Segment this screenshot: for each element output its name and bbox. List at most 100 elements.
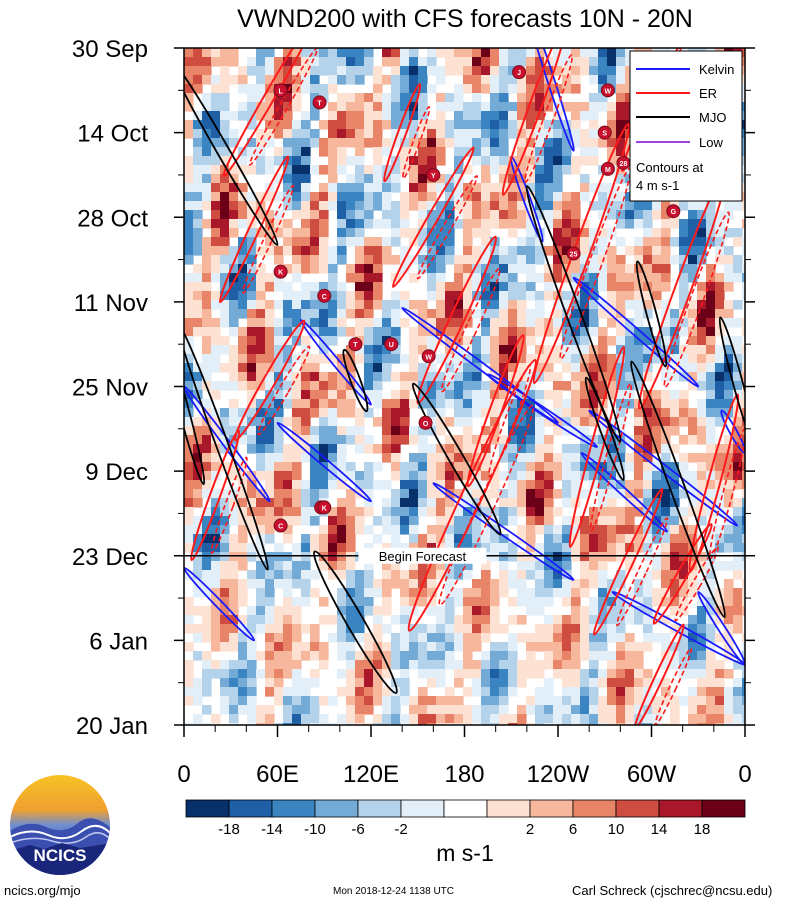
field-cell bbox=[247, 381, 257, 391]
field-cell bbox=[238, 300, 248, 310]
field-cell bbox=[355, 300, 365, 310]
field-cell bbox=[184, 696, 194, 706]
field-cell bbox=[742, 372, 745, 382]
field-cell bbox=[454, 255, 464, 265]
field-cell bbox=[526, 705, 536, 715]
field-cell bbox=[562, 417, 572, 427]
field-cell bbox=[265, 498, 275, 508]
field-cell bbox=[337, 120, 347, 130]
field-cell bbox=[346, 345, 356, 355]
field-cell bbox=[517, 561, 527, 571]
field-cell bbox=[319, 120, 329, 130]
field-cell bbox=[472, 471, 482, 481]
field-cell bbox=[292, 615, 302, 625]
field-cell bbox=[706, 363, 716, 373]
field-cell bbox=[706, 381, 716, 391]
field-cell bbox=[490, 147, 500, 157]
field-cell bbox=[319, 471, 329, 481]
field-cell bbox=[202, 246, 212, 256]
field-cell bbox=[247, 660, 257, 670]
field-cell bbox=[697, 417, 707, 427]
field-cell bbox=[688, 210, 698, 220]
field-cell bbox=[661, 543, 671, 553]
field-cell bbox=[373, 462, 383, 472]
field-cell bbox=[652, 201, 662, 211]
field-cell bbox=[652, 210, 662, 220]
field-cell bbox=[679, 651, 689, 661]
field-cell bbox=[625, 651, 635, 661]
field-cell bbox=[616, 471, 626, 481]
field-cell bbox=[301, 714, 311, 724]
field-cell bbox=[697, 381, 707, 391]
field-cell bbox=[742, 201, 745, 211]
field-cell bbox=[400, 165, 410, 175]
field-cell bbox=[292, 507, 302, 517]
field-cell bbox=[238, 255, 248, 265]
field-cell bbox=[742, 489, 745, 499]
field-cell bbox=[535, 543, 545, 553]
field-cell bbox=[193, 516, 203, 526]
field-cell bbox=[598, 696, 608, 706]
field-cell bbox=[220, 228, 230, 238]
field-cell bbox=[301, 336, 311, 346]
field-cell bbox=[679, 399, 689, 409]
field-cell bbox=[706, 705, 716, 715]
field-cell bbox=[337, 399, 347, 409]
field-cell bbox=[589, 723, 599, 725]
field-cell bbox=[481, 723, 491, 725]
field-cell bbox=[301, 651, 311, 661]
field-cell bbox=[724, 390, 734, 400]
field-cell bbox=[616, 462, 626, 472]
field-cell bbox=[688, 489, 698, 499]
field-cell bbox=[373, 723, 383, 725]
field-cell bbox=[553, 372, 563, 382]
field-cell bbox=[400, 462, 410, 472]
field-cell bbox=[346, 183, 356, 193]
field-cell bbox=[319, 309, 329, 319]
field-cell bbox=[616, 75, 626, 85]
field-cell bbox=[445, 336, 455, 346]
field-cell bbox=[427, 588, 437, 598]
field-cell bbox=[526, 435, 536, 445]
field-cell bbox=[508, 570, 518, 580]
field-cell bbox=[292, 174, 302, 184]
field-cell bbox=[715, 660, 725, 670]
field-cell bbox=[265, 624, 275, 634]
field-cell bbox=[670, 309, 680, 319]
field-cell bbox=[355, 714, 365, 724]
field-cell bbox=[337, 426, 347, 436]
field-cell bbox=[337, 453, 347, 463]
field-cell bbox=[598, 417, 608, 427]
field-cell bbox=[337, 66, 347, 76]
field-cell bbox=[724, 723, 734, 725]
field-cell bbox=[211, 57, 221, 67]
field-cell bbox=[319, 327, 329, 337]
field-cell bbox=[499, 291, 509, 301]
field-cell bbox=[292, 597, 302, 607]
field-cell bbox=[598, 615, 608, 625]
field-cell bbox=[247, 201, 257, 211]
field-cell bbox=[382, 498, 392, 508]
field-cell bbox=[481, 561, 491, 571]
field-cell bbox=[193, 291, 203, 301]
field-cell bbox=[499, 318, 509, 328]
field-cell bbox=[643, 489, 653, 499]
field-cell bbox=[382, 246, 392, 256]
field-cell bbox=[697, 453, 707, 463]
field-cell bbox=[544, 138, 554, 148]
field-cell bbox=[535, 633, 545, 643]
cyclone-marker bbox=[317, 500, 332, 515]
field-cell bbox=[229, 372, 239, 382]
field-cell bbox=[679, 309, 689, 319]
field-cell bbox=[481, 687, 491, 697]
field-cell bbox=[382, 300, 392, 310]
field-cell bbox=[517, 507, 527, 517]
field-cell bbox=[607, 75, 617, 85]
field-cell bbox=[526, 102, 536, 112]
field-cell bbox=[319, 651, 329, 661]
field-cell bbox=[544, 714, 554, 724]
field-cell bbox=[211, 264, 221, 274]
field-cell bbox=[490, 156, 500, 166]
field-cell bbox=[688, 660, 698, 670]
field-cell bbox=[679, 201, 689, 211]
